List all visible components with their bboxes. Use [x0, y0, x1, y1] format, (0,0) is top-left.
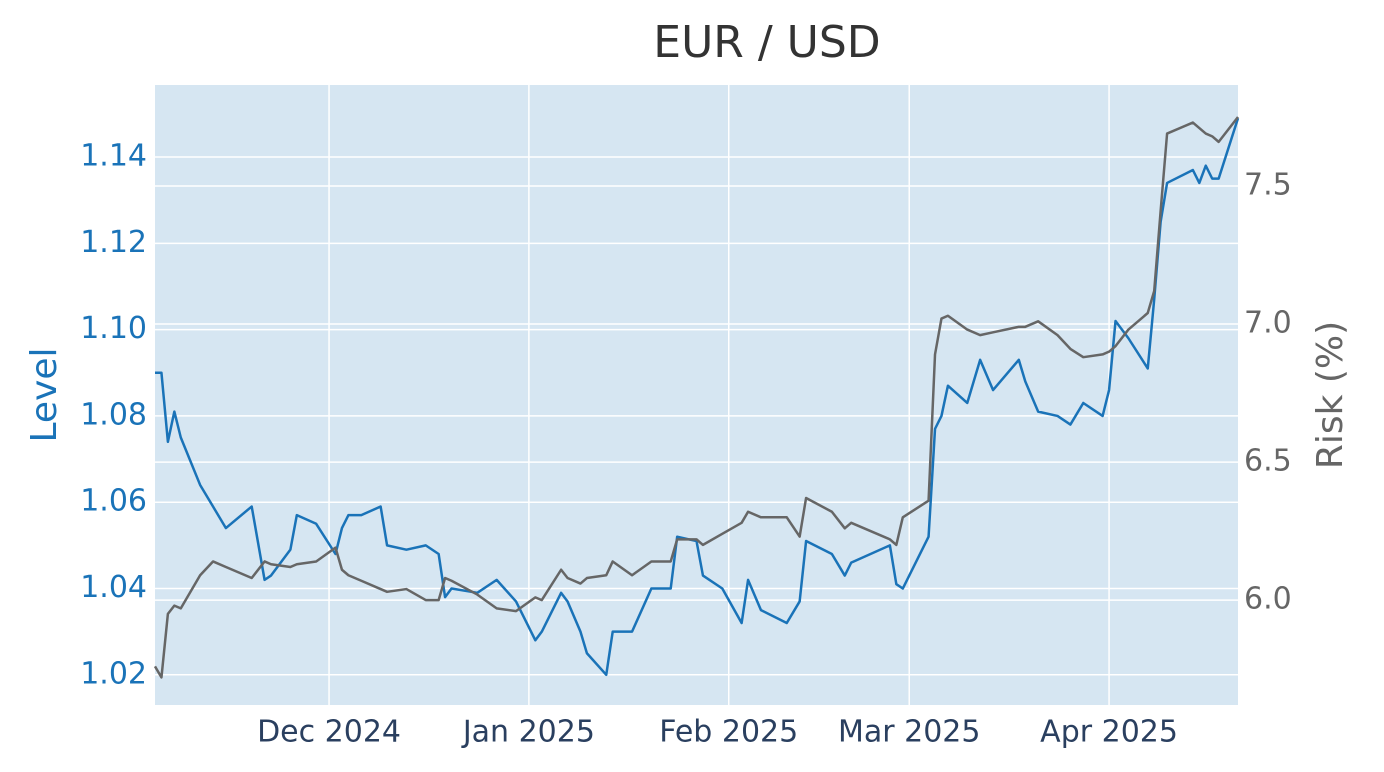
y2-tick-label: 6.5 [1244, 444, 1292, 479]
labels: 1.02 1.04 1.06 1.08 1.10 1.12 1.14 6.0 6.5 7.0 7.5… [80, 139, 1292, 750]
series-line [153, 116, 1239, 679]
y-tick-label: 1.12 [80, 225, 147, 260]
y2-axis-title: Risk (%) [1310, 321, 1351, 469]
y-tick-label: 1.10 [80, 311, 147, 346]
x-tick-label: Mar 2025 [838, 715, 981, 750]
y2-tick-label: 7.0 [1244, 306, 1292, 341]
y-axis-title: Level [24, 347, 65, 442]
y2-tick-label: 7.5 [1244, 168, 1292, 203]
x-tick-label: Dec 2024 [257, 715, 401, 750]
y2-tick-label: 6.0 [1244, 582, 1292, 617]
y-tick-label: 1.04 [80, 570, 147, 605]
x-tick-label: Jan 2025 [461, 715, 595, 750]
chart-title: EUR / USD [653, 17, 880, 68]
lines [153, 116, 1240, 679]
y-tick-label: 1.06 [80, 484, 147, 519]
y-tick-label: 1.14 [80, 139, 147, 174]
y-tick-label: 1.08 [80, 397, 147, 432]
x-tick-label: Apr 2025 [1040, 715, 1178, 750]
y-tick-label: 1.02 [80, 656, 147, 691]
series-line [155, 117, 1240, 677]
x-tick-label: Feb 2025 [659, 715, 798, 750]
plot-area [155, 85, 1238, 705]
